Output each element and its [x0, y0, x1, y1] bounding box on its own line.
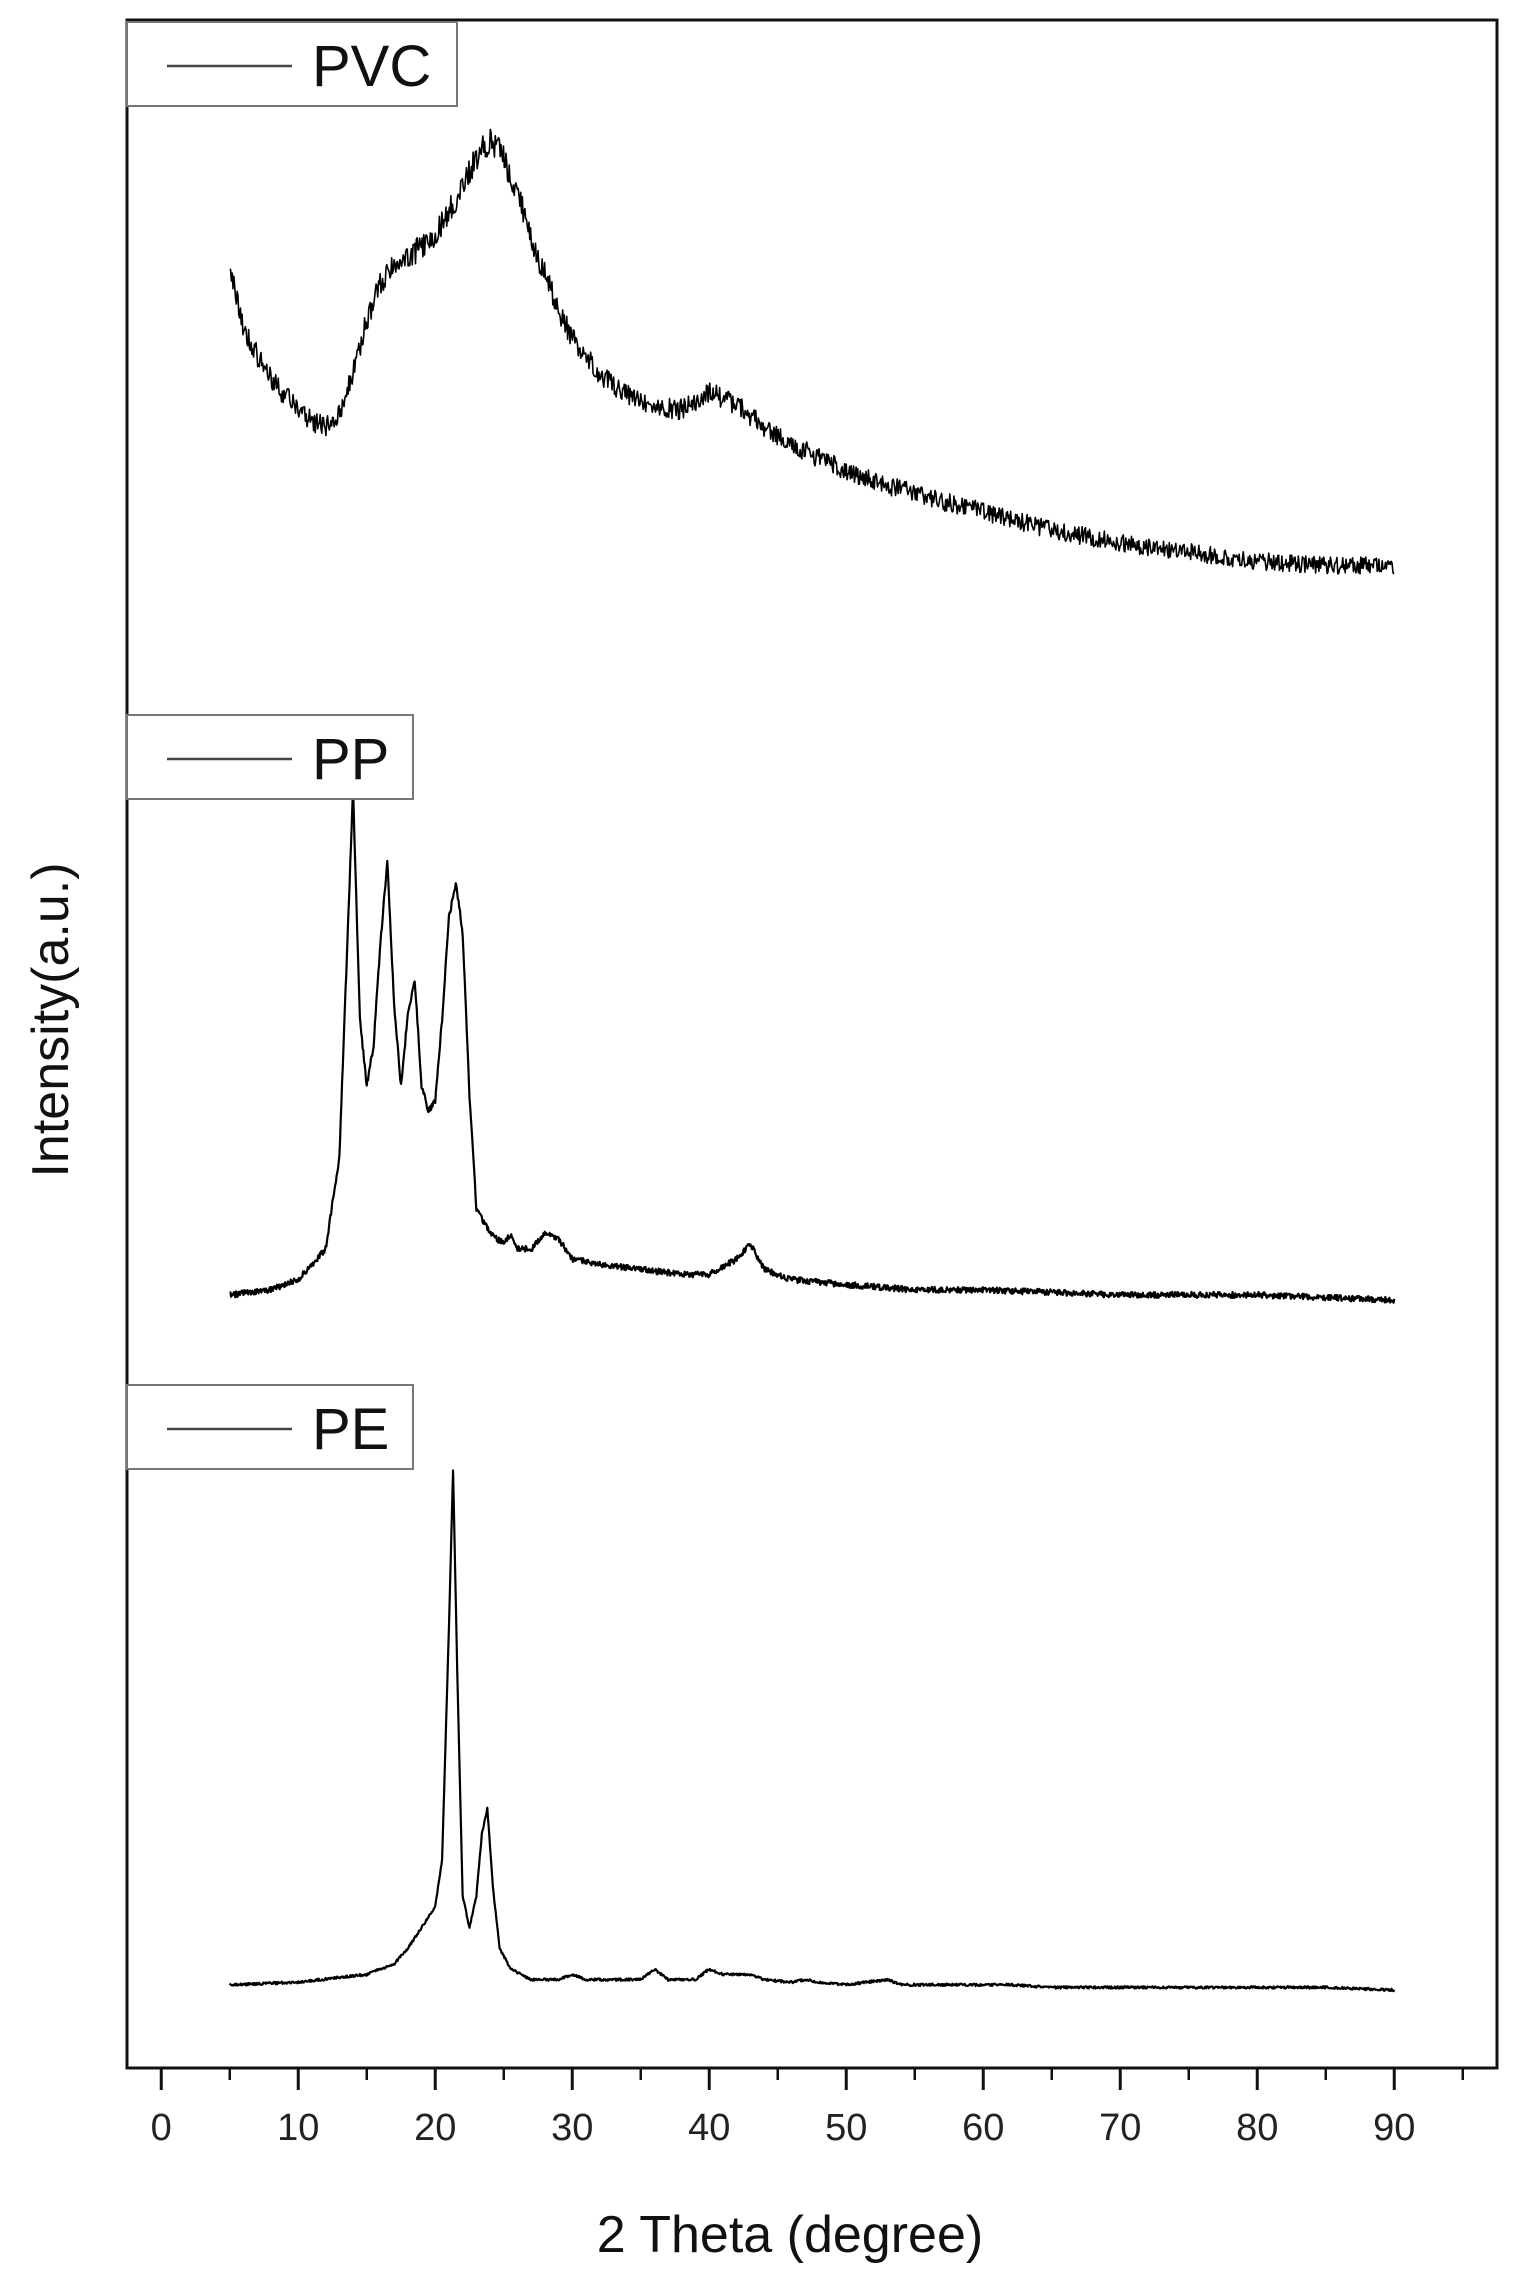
x-tick-label: 60	[962, 2107, 1004, 2149]
x-tick-label: 50	[825, 2107, 867, 2149]
x-tick-label: 20	[414, 2107, 456, 2149]
x-axis: 0 10 20 30 40 50 60 70 80 90	[151, 2068, 1464, 2149]
plot-frame	[125, 18, 1499, 2070]
series-line-pe	[228, 1469, 1396, 1993]
y-axis-title: Intensity(a.u.)	[22, 862, 80, 1177]
x-tick-label: 0	[151, 2107, 172, 2149]
legend-pp: PP	[126, 714, 414, 800]
x-axis-title: 2 Theta (degree)	[597, 2206, 983, 2264]
x-tick-label: 70	[1099, 2107, 1141, 2149]
series-line-pp	[229, 787, 1396, 1304]
legend-box	[126, 1384, 414, 1470]
series-layer	[228, 128, 1396, 1993]
legend-pvc: PVC	[126, 21, 458, 107]
legend-label: PP	[312, 727, 389, 792]
x-tick-label: 80	[1236, 2107, 1278, 2149]
x-tick-label: 90	[1373, 2107, 1415, 2149]
legend-box	[126, 714, 414, 800]
x-tick-label: 10	[277, 2107, 319, 2149]
x-tick-label: 40	[688, 2107, 730, 2149]
legend-pe: PE	[126, 1384, 414, 1470]
series-line-pvc	[229, 128, 1395, 575]
legend-layer: PVC PP PE	[126, 21, 458, 1470]
legend-label: PE	[312, 1397, 389, 1462]
legend-box	[126, 21, 458, 107]
legend-label: PVC	[312, 34, 431, 99]
x-tick-label: 30	[551, 2107, 593, 2149]
